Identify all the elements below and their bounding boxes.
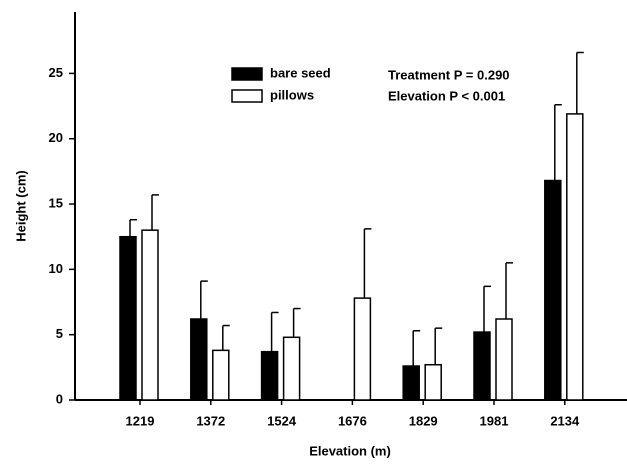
legend-swatch [231,67,263,81]
annotation: Treatment P = 0.290 [388,67,510,82]
x-tick-label: 1524 [267,413,297,428]
legend-label: pillows [270,87,314,102]
x-tick-label: 1829 [409,413,438,428]
y-tick-label: 25 [49,65,63,80]
bar [282,336,301,401]
bar [473,331,491,401]
y-tick-label: 20 [49,130,63,145]
bar [495,318,513,401]
y-tick-label: 0 [56,391,63,406]
x-axis-label: Elevation (m) [309,443,391,458]
x-tick-label: 2134 [550,413,580,428]
x-tick-label: 1676 [338,413,367,428]
x-tick-label: 1219 [126,413,155,428]
bar [141,229,159,401]
bar [424,363,442,401]
bar [544,179,562,401]
bar [190,318,208,401]
bar [353,297,372,401]
bar [119,235,137,401]
bar [260,350,279,401]
y-tick-label: 5 [56,326,63,341]
bar [402,365,420,401]
bar [212,349,230,401]
x-tick-label: 1372 [196,413,225,428]
legend-swatch [231,89,263,103]
bar [566,113,584,401]
y-tick-label: 10 [49,261,63,276]
y-tick-label: 15 [49,195,63,210]
x-tick-label: 1981 [480,413,509,428]
legend-label: bare seed [270,65,331,80]
annotation: Elevation P < 0.001 [388,88,505,103]
y-axis-label: Height (cm) [13,170,28,242]
